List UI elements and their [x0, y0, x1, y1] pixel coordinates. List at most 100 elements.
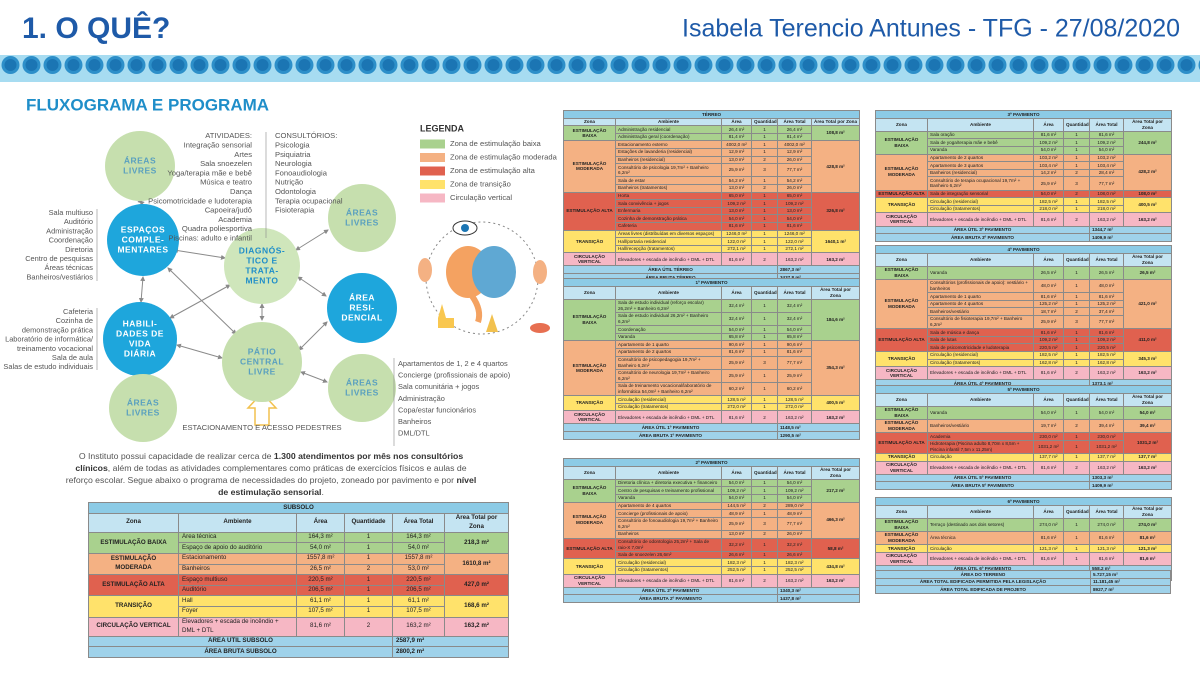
table-title: TÉRREO [562, 110, 861, 119]
table-cell: 162,8 m² [1033, 358, 1064, 368]
column-header: Área Total [1089, 252, 1124, 267]
table-cell: 1 [1063, 452, 1090, 462]
table-cell: 81,6 m² [1033, 551, 1064, 566]
table-cell: 81,6 m² [1033, 212, 1064, 227]
table-cell: 1 [1063, 358, 1090, 368]
table-cell: 48,9 m² [721, 509, 752, 518]
totals-row: ÁREA TOTAL EDIFICADA PERMITIDA PELA LEGI… [875, 577, 1171, 587]
table-cell: 137,7 m² [1033, 452, 1064, 462]
table-title: 2º PAVIMENTO [562, 458, 861, 467]
table-cell: 218,0 m² [1033, 204, 1064, 214]
table-cell: 60,2 m² [777, 381, 812, 397]
table-cell: Apartamento de 1 quarto [615, 340, 722, 349]
table-cell: Sala de treinamento vocacional/laboratór… [615, 381, 722, 397]
zone-cell: ESTIMULAÇÃO BAIXA [875, 517, 928, 532]
zone-total: 54,0 m² [1122, 405, 1173, 420]
table-footer-row: ÁREA BRUTA 2º PAVIMENTO 1437,8 m² [563, 594, 861, 603]
table-cell: 2 [1063, 212, 1090, 227]
table-cell: Sala de estudo individual 26,2m² + Banhe… [615, 311, 722, 327]
table-cell: 26,6 m² [721, 550, 752, 560]
zone-total: 354,3 m² [810, 340, 861, 397]
list-item: Administração [46, 226, 93, 235]
zone-total: 217,2 m² [810, 478, 861, 503]
table-cell: 25,9 m² [721, 355, 752, 370]
table-cell: 1 [751, 340, 778, 349]
zone-cell: ESTIMULAÇÃO MODERADA [563, 501, 616, 539]
footer-value: 1340,3 m² [776, 586, 861, 596]
table-row: ESTIMULAÇÃO BAIXA Sala de estudo individu… [563, 298, 861, 342]
table-cell: 1 [344, 531, 393, 544]
zone-total: 108,8 m² [810, 125, 861, 142]
table-footer-row: ÁREA ÚTIL 2º PAVIMENTO 1340,3 m² [563, 586, 861, 596]
table-cell: 182,5 m² [1089, 350, 1124, 360]
flow-node-label: RESI- [349, 302, 374, 312]
table-cell: 1 [751, 381, 778, 397]
table-cell: Hall [178, 595, 297, 607]
table-cell: Sala convivência + jogos [615, 199, 722, 208]
table-cell: 81,6 m² [1033, 292, 1064, 301]
table-cell: Concierge (profissionais de apoio) [615, 509, 722, 518]
list-item: demonstração prática [22, 325, 94, 334]
table-cell: Circulação [927, 544, 1034, 553]
zone-total: 58,8 m² [810, 537, 861, 560]
table-cell: 19,7 m² [1033, 418, 1064, 434]
table-cell: 3 [751, 516, 778, 531]
table-cell: 274,0 m² [1089, 517, 1124, 532]
table-cell: Banheiros/vestiário [927, 418, 1034, 434]
table-cell: Estações de lavanderia (residencial) [615, 147, 722, 157]
table-cell: Apartamento de 3 quartos [927, 161, 1034, 170]
table-cell: 1 [751, 402, 778, 412]
table-footer-row: ÁREA ÚTIL 5º PAVIMENTO 1303,3 m² [875, 473, 1173, 483]
table-footer-row: ÁREA ÚTIL 1º PAVIMENTO 1148,5 m² [563, 423, 861, 433]
table-cell: 1 [751, 478, 778, 488]
table-row: Consultório de psicopedagogia 19,7m² + B… [563, 355, 860, 370]
footer-label: ÁREA BRUTA 1º PAVIMENTO [563, 431, 778, 440]
table-cell: 1 [1063, 432, 1090, 441]
list-item: Sala multiuso [49, 208, 93, 217]
table-cell: 109,2 m² [721, 199, 752, 208]
zone-total: 163,2 m² [1122, 366, 1173, 381]
column-header: Área Total [392, 512, 445, 533]
table-cell: 77,7 m² [1089, 176, 1124, 191]
footer-label: ÁREA BRUTA 2º PAVIMENTO [563, 594, 778, 603]
table-title-row: SUBSOLO [87, 502, 510, 514]
table-cell: Elevadores + escada de incêndio + DML + … [615, 252, 722, 267]
table-header-row: Zona Ambiente Área Quantidade Área Total Área… [563, 117, 861, 127]
table-cell: 1 [751, 191, 778, 201]
table-cell: 81,6 m² [721, 410, 752, 425]
table-cell: 1 [1063, 197, 1090, 206]
footer-label: ÁREA BRUTA 5º PAVIMENTO [875, 481, 1090, 490]
table-row: ESTIMULAÇÃO BAIXA Sala oração 81,6 m² 1 81,6… [875, 130, 1173, 155]
totals-row: ÁREA TOTAL EDIFICADA DE PROJETO 8927,7 m² [875, 585, 1171, 594]
paragraph-segment: , além de todas as atividades complement… [65, 463, 467, 485]
table-cell: 1 [1063, 130, 1090, 140]
table-cell: Hall/portaria residencial [615, 237, 722, 246]
table-row: ESTIMULAÇÃO MODERADA Banheiros/vestiário 1… [875, 418, 1173, 434]
table-cell: 103,2 m² [1089, 153, 1124, 163]
zone-total: 1610,8 m² [443, 552, 510, 576]
table-cell: 26,5 m² [1089, 265, 1124, 280]
list-item: Fonoaudiologia [275, 168, 328, 177]
table-cell: 4002,0 m² [777, 140, 812, 149]
footer-value: 2867,3 m² [776, 265, 861, 275]
column-header: Área Total por Zona [810, 465, 861, 480]
column-header: Área [1033, 504, 1064, 519]
table-row: ESTIMULAÇÃO ALTA Sala de música e dança 81… [875, 328, 1173, 352]
list-item: Áreas técnicas [45, 263, 94, 272]
table-footer-row: ÁREA BRUTA 1º PAVIMENTO 1290,5 m² [563, 431, 861, 440]
table-cell: Consultório de psicopedagogia 19,7m² + B… [615, 355, 722, 370]
table-cell: 121,3 m² [1033, 544, 1064, 553]
zone-total: 39,4 m² [1122, 418, 1173, 434]
legend-swatch [420, 153, 445, 162]
table-cell: 1 [1063, 328, 1090, 337]
table-cell: 81,6 m² [1033, 366, 1064, 381]
table-cell: 81,6 m² [721, 347, 752, 357]
table-row: TRANSIÇÃO Circulação 137,7 m² 1 137,7 m² 137,… [875, 452, 1173, 462]
table-footer-row: ÁREA ÚTIL TÉRREO 2867,3 m² [563, 265, 861, 275]
table-row: ESTIMULAÇÃO BAIXA Diretoria clínica + dir… [563, 478, 861, 503]
table-cell: Circulação [927, 452, 1034, 462]
column-header: Área Total [1089, 117, 1124, 132]
table-cell: 1 [1063, 405, 1090, 420]
table-cell: Cozinha de demonstração prática [615, 214, 722, 223]
footer-label: ÁREA BRUTA 3º PAVIMENTO [875, 233, 1090, 242]
